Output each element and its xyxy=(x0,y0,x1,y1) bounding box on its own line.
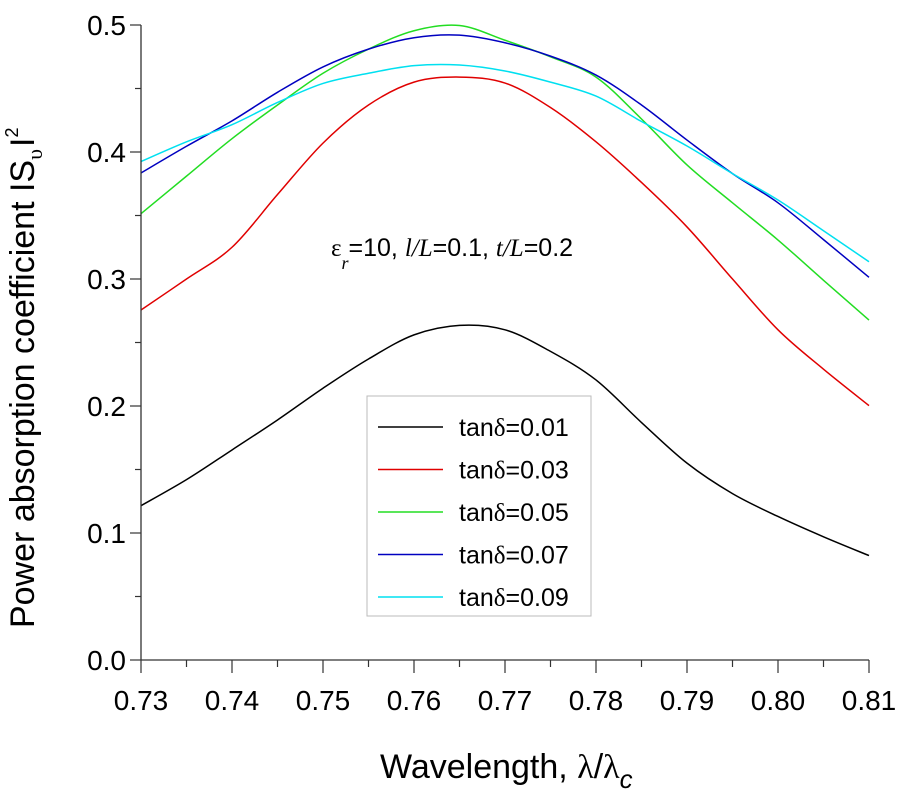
legend-label-delta: δ xyxy=(494,458,506,485)
legend-label-value: =0.03 xyxy=(506,457,569,485)
x-tick-label: 0.81 xyxy=(842,685,897,716)
y-axis-title-bar: I xyxy=(4,138,42,147)
y-tick-label: 0.5 xyxy=(87,10,126,41)
x-tick-label: 0.75 xyxy=(296,685,351,716)
y-axis-ticks: 0.0 0.1 0.2 0.3 0.4 0.5 xyxy=(87,10,141,676)
legend-label: tanδ=0.07 xyxy=(459,542,569,570)
x-axis-title: Wavelength, λ/λc xyxy=(380,748,633,794)
legend-box xyxy=(366,395,592,617)
x-axis-title-lambda-c: λ xyxy=(603,749,620,786)
series-line-0-07 xyxy=(140,34,870,278)
legend-label-value: =0.09 xyxy=(506,584,569,612)
legend-label-prefix: tan xyxy=(459,414,494,442)
y-axis-title-subscript: υ xyxy=(22,149,47,160)
x-tick-label: 0.74 xyxy=(205,685,260,716)
legend-label: tanδ=0.05 xyxy=(459,499,569,527)
legend-label: tanδ=0.09 xyxy=(459,584,569,612)
legend-item: tanδ=0.07 xyxy=(378,542,569,570)
annotation-epsilon: ε xyxy=(331,235,342,262)
x-axis-ticks: 0.73 0.74 0.75 0.76 0.77 0.78 0.79 0.80 0.81 xyxy=(114,660,897,716)
y-tick-label: 0.4 xyxy=(87,137,126,168)
legend-label-prefix: tan xyxy=(459,542,494,570)
legend-item: tanδ=0.01 xyxy=(378,414,569,442)
x-tick-label: 0.78 xyxy=(569,685,624,716)
x-axis-title-lambda: λ xyxy=(577,749,594,786)
series-line-0-09 xyxy=(140,63,870,263)
legend-label-delta: δ xyxy=(494,543,506,570)
series-line-0-03 xyxy=(140,76,870,407)
legend-label-prefix: tan xyxy=(459,457,494,485)
annotation-l-value: =0.1, xyxy=(433,234,496,262)
y-tick-label: 0.1 xyxy=(87,518,126,549)
annotation-slash-L2: /L xyxy=(501,235,524,262)
y-axis-title: Power absorption coefficient ISυI2 xyxy=(2,128,47,628)
x-axis-title-main: Wavelength, xyxy=(380,748,577,786)
annotation-slash-L1: /L xyxy=(410,235,433,262)
parameter-annotation: εr=10, l/L=0.1, t/L=0.2 xyxy=(331,234,573,273)
x-tick-label: 0.73 xyxy=(114,685,169,716)
x-tick-label: 0.80 xyxy=(751,685,806,716)
legend-label-delta: δ xyxy=(494,585,506,612)
y-axis-title-main: Power absorption coefficient IS xyxy=(4,160,42,628)
annotation-epsilon-subscript: r xyxy=(342,253,350,273)
legend-item: tanδ=0.03 xyxy=(378,457,569,485)
legend-label: tanδ=0.01 xyxy=(459,414,569,442)
legend-label-delta: δ xyxy=(494,500,506,527)
legend-item: tanδ=0.05 xyxy=(378,499,569,527)
series-line-0-01 xyxy=(140,324,870,557)
x-axis-title-slash: / xyxy=(594,748,604,786)
series-line-0-05 xyxy=(140,24,870,321)
y-axis-title-superscript: 2 xyxy=(2,128,22,138)
legend-label-prefix: tan xyxy=(459,499,494,527)
annotation-t-value: =0.2 xyxy=(524,234,573,262)
legend-label: tanδ=0.03 xyxy=(459,457,569,485)
x-tick-label: 0.77 xyxy=(478,685,533,716)
legend-label-delta: δ xyxy=(494,415,506,442)
y-tick-label: 0.2 xyxy=(87,391,126,422)
legend-label-prefix: tan xyxy=(459,584,494,612)
annotation-t: t xyxy=(496,235,504,262)
y-tick-label: 0.0 xyxy=(87,645,126,676)
legend-label-value: =0.05 xyxy=(506,499,569,527)
x-tick-label: 0.79 xyxy=(660,685,715,716)
legend-item: tanδ=0.09 xyxy=(378,584,569,612)
x-tick-label: 0.76 xyxy=(387,685,442,716)
y-tick-label: 0.3 xyxy=(87,264,126,295)
legend-label-value: =0.07 xyxy=(506,542,569,570)
annotation-l: l xyxy=(405,235,412,262)
legend-label-value: =0.01 xyxy=(506,414,569,442)
series-layer xyxy=(140,24,870,557)
x-axis-title-subscript: c xyxy=(620,764,633,794)
legend: tanδ=0.01tanδ=0.03tanδ=0.05tanδ=0.07tanδ… xyxy=(366,395,592,617)
annotation-eps-value: =10, xyxy=(349,234,405,262)
